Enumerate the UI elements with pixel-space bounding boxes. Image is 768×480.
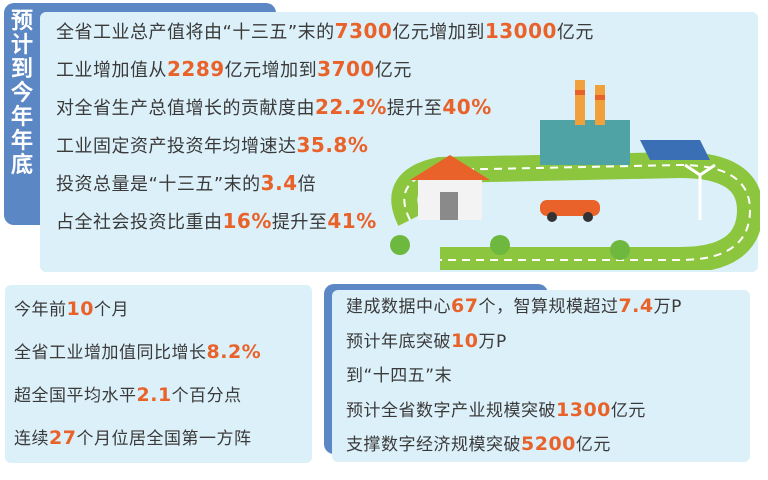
- stat-number: 3700: [317, 57, 375, 81]
- stat-number: 3.4: [260, 171, 298, 195]
- stat-text: 个月位居全国第一方阵: [76, 429, 252, 449]
- stat-text: 工业增加值从: [56, 60, 167, 81]
- stat-text: 亿元增加到: [392, 22, 485, 43]
- stat-number: 7.4: [618, 295, 654, 317]
- stat-line: 工业固定资产投资年均增速达35.8%: [56, 132, 368, 158]
- stat-text: 对全省生产总值增长的贡献度由: [56, 98, 315, 119]
- wind-turbine-icon: [684, 163, 716, 220]
- stat-number: 2289: [167, 57, 225, 81]
- trees: [390, 235, 630, 260]
- stat-line: 预计年底突破10万P: [346, 327, 507, 352]
- stat-line: 预计全省数字产业规模突破1300亿元: [346, 396, 646, 421]
- stat-text: 亿元: [610, 400, 646, 421]
- stat-text: 今年前: [14, 300, 67, 320]
- stat-line: 支撑数字经济规模突破5200亿元: [346, 430, 611, 455]
- stat-text: 亿元: [374, 60, 412, 81]
- stat-number: 10: [66, 298, 94, 320]
- stat-line: 今年前10个月: [14, 295, 129, 320]
- top-section-title: 预计到今年年底: [10, 9, 33, 178]
- stat-text: 投资总量是“十三五”末的: [56, 174, 261, 195]
- stat-line: 全省工业增加值同比增长8.2%: [14, 338, 261, 363]
- stat-text: 亿元增加到: [224, 60, 318, 81]
- stat-text: 支撑数字经济规模突破: [346, 435, 521, 455]
- stat-number: 10: [451, 329, 479, 352]
- stat-line: 工业增加值从2289亿元增加到3700亿元: [56, 56, 412, 82]
- stat-number: 35.8%: [296, 133, 369, 157]
- stat-number: 8.2%: [206, 341, 262, 363]
- house-icon: [410, 155, 490, 220]
- stat-text: 工业固定资产投资年均增速达: [56, 136, 297, 157]
- stat-text: 预计年底突破: [346, 331, 451, 352]
- stat-text: 万P: [653, 297, 682, 317]
- top-card: [40, 12, 758, 272]
- stat-number: 41%: [327, 209, 377, 233]
- stat-text: 个月: [93, 300, 129, 320]
- stat-text: 到“十四五”末: [346, 366, 453, 386]
- stat-line: 到“十四五”末: [346, 361, 452, 386]
- stat-number: 22.2%: [315, 95, 387, 119]
- stat-line: 对全省生产总值增长的贡献度由22.2%提升至40%: [56, 94, 492, 120]
- stat-text: 全省工业总产值将由“十三五”末的: [56, 22, 335, 43]
- industry-illustration: [390, 80, 760, 270]
- stat-line: 连续27个月位居全国第一方阵: [14, 424, 251, 449]
- stat-text: 万P: [478, 331, 507, 352]
- stat-text: 提升至: [386, 98, 443, 119]
- stat-text: 个，智算规模超过: [478, 297, 619, 317]
- stat-number: 2.1: [136, 384, 172, 406]
- car-icon: [540, 200, 600, 222]
- stat-line: 占全社会投资比重由16%提升至41%: [56, 208, 377, 234]
- stat-number: 5200: [521, 433, 576, 455]
- stat-number: 40%: [442, 95, 492, 119]
- stat-text: 倍: [297, 174, 317, 195]
- stat-line: 投资总量是“十三五”末的3.4倍: [56, 170, 316, 196]
- stat-text: 个百分点: [171, 386, 242, 406]
- stat-text: 建成数据中心: [346, 297, 451, 317]
- stat-line: 全省工业总产值将由“十三五”末的7300亿元增加到13000亿元: [56, 18, 594, 44]
- stat-number: 27: [49, 427, 77, 449]
- bottom-left-card: [5, 285, 312, 463]
- stat-text: 全省工业增加值同比增长: [14, 343, 207, 363]
- factory-icon: [540, 80, 630, 165]
- stat-number: 1300: [556, 398, 611, 421]
- stat-number: 16%: [222, 209, 272, 233]
- stat-number: 7300: [334, 19, 393, 43]
- stat-number: 13000: [484, 19, 557, 43]
- stat-line: 建成数据中心67个，智算规模超过7.4万P: [346, 292, 682, 317]
- bottom-right-card: [332, 290, 750, 462]
- stat-text: 占全社会投资比重由: [56, 212, 223, 233]
- stat-text: 超全国平均水平: [14, 386, 137, 406]
- stat-text: 亿元: [575, 435, 611, 455]
- stat-text: 亿元: [556, 22, 594, 43]
- stat-number: 67: [451, 295, 479, 317]
- stat-text: 预计全省数字产业规模突破: [346, 400, 556, 421]
- stat-text: 连续: [14, 429, 49, 449]
- stat-line: 超全国平均水平2.1个百分点: [14, 381, 242, 406]
- stat-text: 提升至: [271, 212, 328, 233]
- solar-panel-icon: [640, 140, 710, 160]
